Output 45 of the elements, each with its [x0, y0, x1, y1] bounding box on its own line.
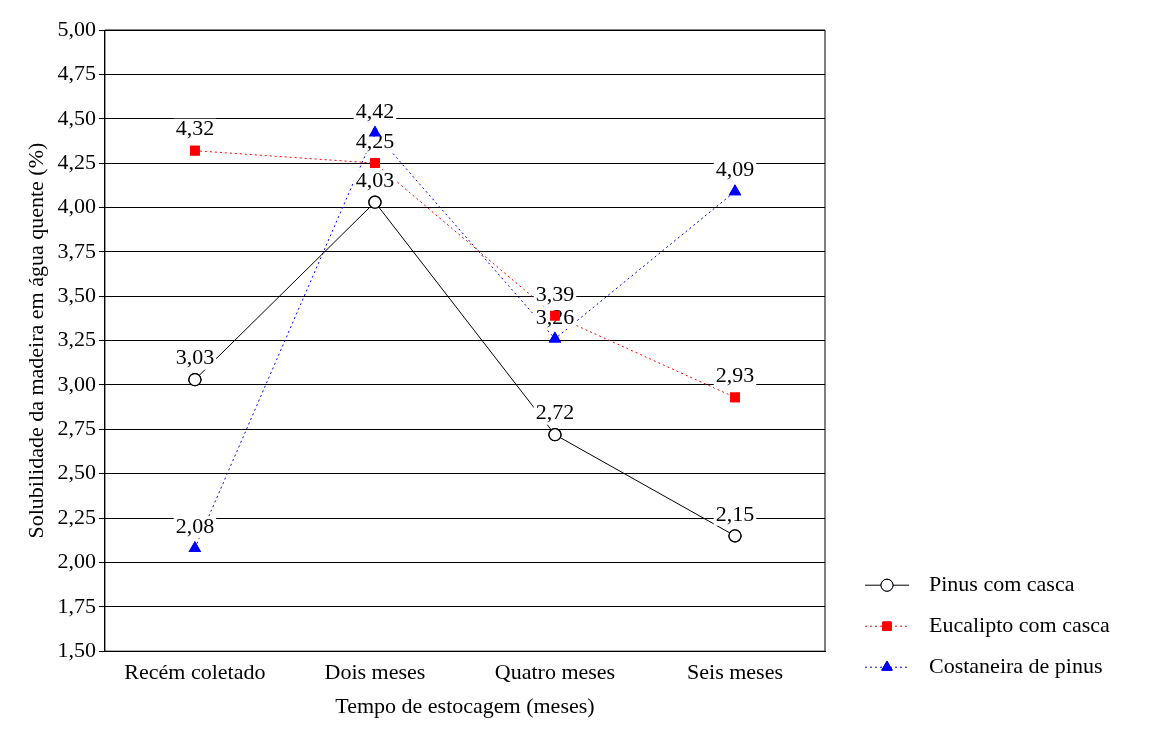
x-tick-label: Recém coletado — [124, 659, 266, 685]
point — [549, 332, 561, 343]
point — [189, 541, 201, 552]
y-tick-label: 2,50 — [57, 459, 96, 485]
data-label: 2,15 — [715, 500, 755, 526]
y-tick-label: 2,25 — [57, 503, 96, 529]
legend-label: Eucalipto com casca — [929, 611, 1111, 637]
legend-label: Costaneira de pinus — [929, 652, 1103, 678]
data-label: 2,93 — [715, 362, 755, 388]
point — [729, 184, 741, 196]
data-label: 3,26 — [535, 303, 575, 329]
data-label: 4,09 — [715, 156, 755, 182]
y-tick-label: 3,50 — [57, 282, 96, 308]
point — [188, 373, 202, 387]
y-tick-label: 4,25 — [57, 148, 96, 174]
y-tick-label: 2,00 — [57, 548, 96, 574]
x-tick-label: Seis meses — [687, 659, 783, 685]
y-tick-label: 4,50 — [57, 104, 96, 130]
x-tick-label: Dois meses — [324, 659, 426, 685]
data-label: 4,42 — [355, 97, 395, 123]
data-label: 3,39 — [535, 280, 575, 306]
x-axis-title: Tempo de estocagem (meses) — [335, 692, 595, 718]
point — [730, 392, 740, 403]
y-tick-label: 3,25 — [57, 326, 96, 352]
point — [370, 158, 380, 169]
point — [190, 145, 200, 156]
y-axis-title: Solubilidade da madeira em água quente (%) — [22, 142, 48, 539]
y-tick-label: 5,00 — [57, 15, 96, 41]
data-label: 2,72 — [535, 399, 575, 425]
point — [728, 529, 742, 543]
y-tick-label: 1,50 — [57, 636, 96, 662]
data-label: 4,03 — [355, 166, 395, 192]
y-tick-label: 1,75 — [57, 592, 96, 618]
data-label: 3,03 — [175, 344, 215, 370]
y-tick-label: 2,75 — [57, 415, 96, 441]
y-tick-label: 4,00 — [57, 193, 96, 219]
x-tick-label: Quatro meses — [494, 659, 616, 685]
legend-label: Pinus com casca — [929, 570, 1075, 596]
point — [548, 428, 562, 442]
y-tick-label: 3,75 — [57, 237, 96, 263]
y-tick-label: 3,00 — [57, 370, 96, 396]
point — [368, 195, 382, 209]
data-label: 2,08 — [175, 513, 215, 539]
data-label: 4,32 — [175, 115, 215, 141]
y-tick-label: 4,75 — [57, 60, 96, 86]
